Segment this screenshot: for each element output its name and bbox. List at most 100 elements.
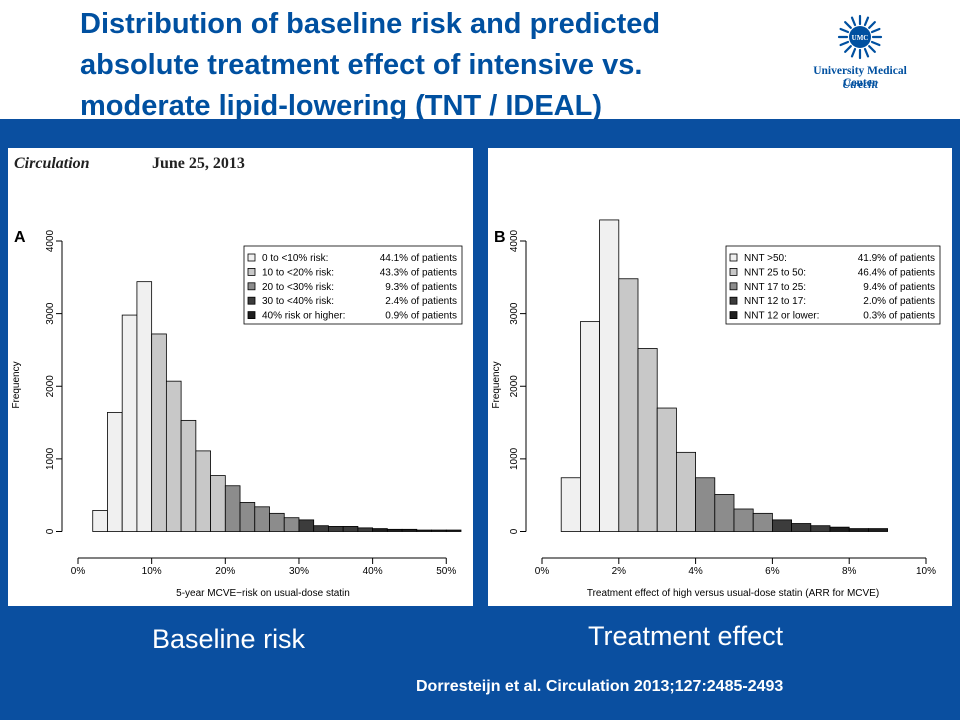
histogram-bar xyxy=(195,450,211,532)
histogram-bar xyxy=(714,494,735,532)
histogram-bar xyxy=(342,526,359,532)
legend-label: 30 to <40% risk: xyxy=(262,296,334,307)
emblem-ray xyxy=(850,16,857,27)
legend-value: 46.4% of patients xyxy=(858,267,935,278)
emblem-ray xyxy=(839,27,850,34)
legend-swatch xyxy=(247,253,256,262)
bars xyxy=(92,281,462,532)
x-tick-label: 0% xyxy=(71,566,86,577)
x-tick-label: 20% xyxy=(215,566,235,577)
legend: NNT >50: 41.9% of patients NNT 25 to 50: 46… xyxy=(725,245,941,325)
journal-date: June 25, 2013 xyxy=(152,155,245,172)
histogram-panel-b: B Frequency Treatment effect of high ver… xyxy=(488,148,952,606)
legend-swatch xyxy=(247,296,256,305)
histogram-bar xyxy=(810,525,831,532)
emblem-ray xyxy=(839,40,850,47)
histogram-bar xyxy=(121,314,138,532)
y-tick-label: 0 xyxy=(509,528,520,534)
legend-value: 43.3% of patients xyxy=(380,267,457,278)
histogram-bar xyxy=(695,477,716,532)
x-axis-label: Treatment effect of high versus usual-do… xyxy=(587,588,879,599)
x-axis: 0% 10% 20% 30% 40% 50% xyxy=(71,557,456,577)
y-tick-label: 2000 xyxy=(509,375,520,398)
emblem-ray xyxy=(863,16,870,27)
histogram-bar xyxy=(618,278,639,532)
histogram-bar xyxy=(401,528,418,532)
caption-baseline-risk: Baseline risk xyxy=(152,624,306,654)
legend: 0 to <10% risk: 44.1% of patients 10 to <2… xyxy=(243,245,463,325)
title-line-2: absolute treatment effect of intensive v… xyxy=(80,49,643,81)
legend-swatch xyxy=(247,282,256,291)
histogram-bar xyxy=(829,526,850,532)
histogram-chart-a: Circulation June 25, 2013 A Frequency 5-… xyxy=(11,155,463,599)
histogram-bar xyxy=(239,502,256,532)
emblem-ray xyxy=(868,21,876,29)
y-tick-label: 2000 xyxy=(45,375,56,398)
umc-emblem-icon: UMC xyxy=(837,14,883,60)
y-tick-label: 4000 xyxy=(509,229,520,252)
histogram-bar xyxy=(580,321,601,532)
legend-value: 2.0% of patients xyxy=(863,296,935,307)
title-line-1: Distribution of baseline risk and predic… xyxy=(80,8,661,40)
legend-label: NNT 17 to 25: xyxy=(744,282,806,293)
y-tick-label: 4000 xyxy=(45,229,56,252)
x-tick-label: 30% xyxy=(289,566,309,577)
histogram-bar xyxy=(675,451,696,532)
histogram-bar xyxy=(867,528,888,532)
histogram-bar xyxy=(560,477,581,532)
y-tick-label: 1000 xyxy=(45,447,56,470)
legend-swatch xyxy=(729,282,738,291)
histogram-bar xyxy=(298,519,315,532)
legend-value: 0.9% of patients xyxy=(385,311,457,322)
histogram-bar xyxy=(791,523,812,532)
legend-label: NNT >50: xyxy=(744,253,787,264)
legend-value: 44.1% of patients xyxy=(380,253,457,264)
y-axis-label: Frequency xyxy=(491,361,502,408)
emblem-rays xyxy=(837,14,883,60)
umc-utrecht-logo: UMC University Medical Center Utrecht xyxy=(795,14,925,94)
legend-value: 2.4% of patients xyxy=(385,296,457,307)
histogram-bar xyxy=(372,528,388,532)
legend-label: 40% risk or higher: xyxy=(262,311,345,322)
slide-title: Distribution of baseline risk and predic… xyxy=(80,4,800,127)
emblem-text: UMC xyxy=(852,34,869,42)
logo-name: University Medical Center xyxy=(813,65,907,89)
histogram-bar xyxy=(269,512,285,532)
x-tick-label: 10% xyxy=(916,566,936,577)
x-axis-label: 5-year MCVE−risk on usual-dose statin xyxy=(176,588,350,599)
histogram-bar xyxy=(254,506,270,532)
panel-label-b: B xyxy=(494,229,506,246)
title-line-3: moderate lipid-lowering (TNT / IDEAL) xyxy=(80,90,602,122)
histogram-bar xyxy=(386,528,403,532)
histogram-bar xyxy=(107,411,123,532)
emblem-ray xyxy=(868,45,876,53)
legend-box xyxy=(725,245,941,325)
legend-label: 10 to <20% risk: xyxy=(262,267,334,278)
histogram-bar xyxy=(210,475,226,532)
legend-swatch xyxy=(247,268,256,276)
emblem-ray xyxy=(844,21,852,29)
caption-treatment-effect: Treatment effect xyxy=(588,621,784,651)
histogram-bar xyxy=(313,525,329,532)
y-axis-label: Frequency xyxy=(11,361,22,408)
emblem-ray xyxy=(844,45,852,53)
histogram-bar xyxy=(92,510,108,532)
y-tick-label: 0 xyxy=(45,528,56,534)
x-tick-label: 50% xyxy=(436,566,456,577)
histogram-bar xyxy=(151,333,167,532)
y-axis: 0 1000 2000 3000 4000 xyxy=(509,229,527,534)
histogram-bar xyxy=(656,407,677,532)
histogram-bar xyxy=(283,517,300,532)
histogram-bar xyxy=(599,219,620,532)
histogram-bar xyxy=(445,529,462,532)
histogram-bar xyxy=(637,348,658,532)
histogram-bar xyxy=(771,519,792,532)
emblem-ray xyxy=(850,47,857,58)
histogram-bar xyxy=(752,512,773,532)
histogram-bar xyxy=(416,529,432,532)
legend-label: NNT 25 to 50: xyxy=(744,267,806,278)
histogram-bar xyxy=(328,526,344,532)
legend-value: 9.4% of patients xyxy=(863,282,935,293)
legend-value: 41.9% of patients xyxy=(858,253,935,264)
histogram-panel-a: Circulation June 25, 2013 A Frequency 5-… xyxy=(8,148,473,606)
